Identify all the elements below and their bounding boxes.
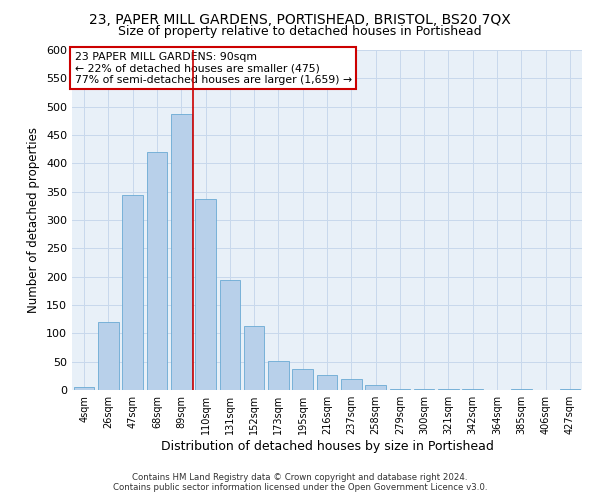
Bar [220, 280, 240, 390]
Bar [268, 361, 289, 390]
Bar [74, 387, 94, 390]
Bar [292, 369, 313, 390]
Bar [438, 389, 459, 390]
X-axis label: Distribution of detached houses by size in Portishead: Distribution of detached houses by size … [161, 440, 493, 453]
Bar [389, 389, 410, 390]
Bar [122, 194, 143, 390]
Text: Contains HM Land Registry data © Crown copyright and database right 2024.
Contai: Contains HM Land Registry data © Crown c… [113, 473, 487, 492]
Bar [365, 386, 386, 390]
Y-axis label: Number of detached properties: Number of detached properties [28, 127, 40, 313]
Bar [171, 114, 191, 390]
Bar [244, 326, 265, 390]
Bar [146, 152, 167, 390]
Bar [98, 322, 119, 390]
Bar [195, 199, 216, 390]
Text: Size of property relative to detached houses in Portishead: Size of property relative to detached ho… [118, 25, 482, 38]
Text: 23 PAPER MILL GARDENS: 90sqm
← 22% of detached houses are smaller (475)
77% of s: 23 PAPER MILL GARDENS: 90sqm ← 22% of de… [74, 52, 352, 85]
Text: 23, PAPER MILL GARDENS, PORTISHEAD, BRISTOL, BS20 7QX: 23, PAPER MILL GARDENS, PORTISHEAD, BRIS… [89, 12, 511, 26]
Bar [317, 376, 337, 390]
Bar [341, 379, 362, 390]
